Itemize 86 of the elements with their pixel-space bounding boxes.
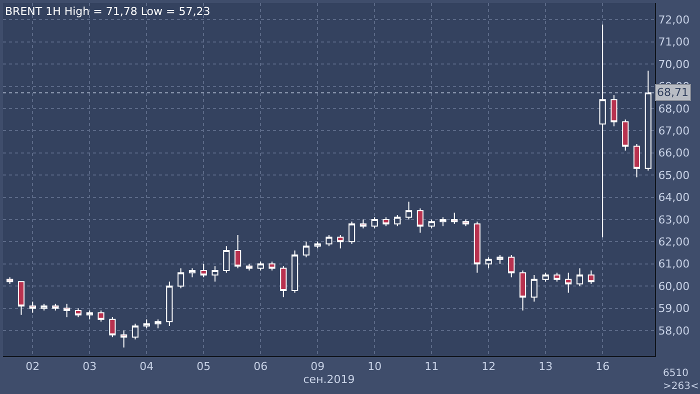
x-tick-label: 04 bbox=[140, 360, 154, 374]
y-tick-label: 62,00 bbox=[658, 236, 690, 249]
candlestick bbox=[462, 218, 470, 227]
candlestick bbox=[451, 212, 458, 224]
candlestick bbox=[542, 272, 549, 282]
candlestick bbox=[6, 276, 14, 284]
candlestick bbox=[64, 303, 70, 318]
candlestick bbox=[98, 310, 104, 322]
candlestick bbox=[428, 218, 435, 229]
candlestick bbox=[74, 308, 82, 318]
x-tick-label: 16 bbox=[596, 360, 610, 374]
y-tick-label: 60,00 bbox=[658, 280, 690, 293]
y-tick-label: 58,00 bbox=[658, 324, 690, 338]
x-tick-label: 09 bbox=[310, 360, 325, 374]
x-tick-label: 10 bbox=[368, 360, 382, 374]
candlestick bbox=[474, 221, 480, 274]
text: 6510 bbox=[663, 368, 688, 379]
candlestick bbox=[143, 318, 150, 329]
candlestick bbox=[234, 234, 242, 269]
candlestick bbox=[360, 218, 366, 229]
candlestick bbox=[280, 266, 287, 298]
candlestick bbox=[406, 201, 412, 220]
candlestick bbox=[200, 263, 207, 278]
candlestick bbox=[508, 254, 515, 278]
candlestick bbox=[257, 261, 264, 272]
candlestick bbox=[348, 221, 356, 244]
candlestick bbox=[212, 266, 218, 282]
x-tick-label: 03 bbox=[82, 360, 97, 374]
candlestick bbox=[394, 214, 401, 227]
candlestick bbox=[314, 241, 321, 249]
candlestick bbox=[86, 310, 93, 320]
candlestick bbox=[292, 250, 298, 294]
candlestick bbox=[622, 119, 629, 152]
y-tick-label: 71,00 bbox=[658, 36, 690, 49]
candlestick bbox=[554, 272, 560, 282]
candlestick bbox=[268, 261, 276, 272]
candlestick bbox=[530, 274, 538, 302]
x-tick-label: 11 bbox=[424, 360, 439, 374]
candlestick bbox=[188, 268, 196, 278]
y-tick-label: 68,00 bbox=[658, 102, 690, 116]
candlestick bbox=[18, 281, 25, 316]
x-axis-title: сен.2019 bbox=[303, 373, 355, 386]
candlestick bbox=[223, 246, 230, 274]
candlestick bbox=[166, 281, 173, 327]
candlestick bbox=[178, 268, 184, 289]
candlestick bbox=[565, 272, 572, 294]
candlestick bbox=[52, 303, 59, 311]
candlestick bbox=[109, 316, 116, 338]
candlestick bbox=[440, 216, 446, 227]
x-tick-label: 02 bbox=[26, 360, 40, 374]
candlestick bbox=[588, 270, 594, 284]
candlestick bbox=[302, 241, 310, 258]
y-tick-label: 70,00 bbox=[658, 58, 690, 71]
text: >263< bbox=[663, 381, 699, 392]
candlestick bbox=[644, 70, 652, 172]
candlestick bbox=[382, 216, 390, 227]
candlestick bbox=[246, 263, 252, 272]
x-tick-label: 12 bbox=[482, 360, 496, 374]
y-tick-label: 63,00 bbox=[658, 213, 690, 226]
candlestick bbox=[120, 330, 128, 348]
candlestick bbox=[326, 234, 332, 247]
chart-title: BRENT 1H High = 71,78 Low = 57,23 bbox=[5, 5, 210, 18]
candlestick bbox=[416, 208, 424, 234]
candlestick bbox=[485, 256, 492, 269]
y-tick-label: 59,00 bbox=[658, 302, 690, 316]
y-tick-label: 72,00 bbox=[658, 14, 690, 26]
candlestick bbox=[496, 254, 504, 264]
candlestick bbox=[371, 216, 378, 229]
candlestick bbox=[519, 270, 526, 311]
y-tick-label: 67,00 bbox=[658, 124, 690, 138]
candlestick bbox=[29, 301, 36, 314]
y-tick-label: 65,00 bbox=[658, 168, 690, 182]
y-tick-label: 66,00 bbox=[658, 146, 690, 160]
x-tick-label: 05 bbox=[196, 360, 211, 374]
candlestick bbox=[337, 234, 344, 249]
candlestick bbox=[132, 323, 139, 340]
candlestick bbox=[576, 268, 584, 287]
y-tick-label: 64,00 bbox=[658, 191, 690, 204]
candlestick bbox=[154, 318, 162, 329]
ref-line-label: 68,71 bbox=[657, 86, 688, 99]
candlestick bbox=[40, 303, 48, 311]
x-tick-label: 13 bbox=[538, 360, 553, 374]
candlestick bbox=[633, 143, 640, 178]
y-tick-label: 61,00 bbox=[658, 258, 690, 271]
candlestick bbox=[610, 94, 618, 127]
x-tick-label: 06 bbox=[254, 360, 268, 374]
